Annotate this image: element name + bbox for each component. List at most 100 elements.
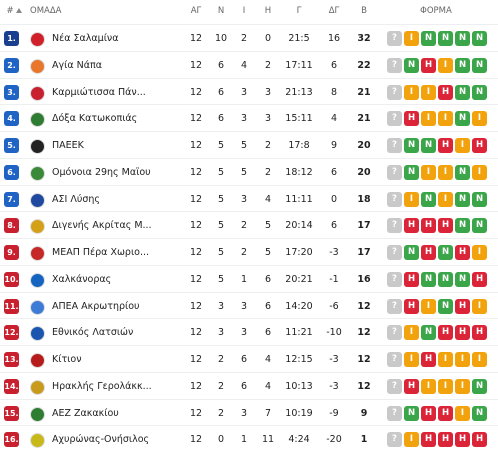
form-badge: N — [455, 218, 470, 234]
team-name[interactable]: Δόξα Κατωκοπιάς — [52, 113, 138, 125]
team-name[interactable]: Ομόνοια 29ης Μαΐου — [52, 166, 151, 178]
table-row[interactable]: 5. ΠΑΕΕΚ 12 5 5 2 17:8 9 20? N N H I H — [0, 131, 498, 158]
drawn-cell: 1 — [240, 434, 248, 446]
form-badge: ? — [387, 138, 402, 153]
goal-diff-header[interactable]: ΔΓ — [328, 6, 340, 16]
points-cell: 21 — [357, 113, 371, 125]
team-logo — [30, 272, 45, 288]
goals-cell: 17:11 — [285, 59, 313, 71]
drawn-cell: 1 — [240, 273, 248, 285]
drawn-cell: 3 — [240, 86, 248, 98]
form-badge: I — [438, 191, 453, 207]
form-badge: H — [438, 432, 453, 448]
team-name[interactable]: Αγία Νάπα — [52, 59, 102, 71]
form-badge: I — [438, 352, 453, 367]
lost-cell: 2 — [264, 140, 272, 151]
team-logo — [30, 326, 45, 342]
points-cell: 12 — [357, 380, 371, 392]
goal-diff-cell: 4 — [330, 113, 338, 125]
form-badge: I — [404, 432, 419, 448]
goal-diff-cell: -3 — [329, 354, 339, 365]
form-badge: N — [455, 271, 470, 287]
team-logo — [30, 58, 45, 74]
team-name[interactable]: Νέα Σαλαμίνα — [52, 33, 119, 44]
form-badge: H — [421, 432, 436, 448]
table-row[interactable]: 9. ΜΕΑΠ Πέρα Χωριο... 12 5 2 5 17:20 -3 17? N H N H I — [0, 238, 498, 265]
table-row[interactable]: 11. ΑΠΕΑ Ακρωτηρίου 12 3 3 6 14:20 -6 12? H I N H I — [0, 291, 498, 319]
points-cell: 16 — [357, 273, 371, 285]
team-name[interactable]: Αχυρώνας-Ονήσιλος — [52, 434, 150, 446]
form-badge: ? — [387, 218, 402, 234]
goals-cell: 17:8 — [288, 140, 310, 151]
played-header[interactable]: ΑΓ — [190, 6, 202, 16]
points-cell: 12 — [357, 327, 371, 339]
team-name[interactable]: Εθνικός Λατσιών — [52, 327, 134, 339]
table-row[interactable]: 3. Καρμιώτισσα Πάν... 12 6 3 3 21:13 8 21? I I H N N — [0, 77, 498, 105]
points-cell: 32 — [357, 33, 371, 44]
form-badge: N — [438, 245, 453, 260]
table-row[interactable]: 1. Νέα Σαλαμίνα 12 10 2 0 21:5 16 32? I N N N N — [0, 24, 498, 51]
lost-cell: 6 — [264, 273, 272, 285]
form-badge: I — [421, 84, 436, 100]
form-badge: I — [472, 111, 487, 127]
goals-header[interactable]: Γ — [296, 6, 302, 16]
form-badge: N — [421, 325, 436, 341]
table-row[interactable]: 8. Διγενής Ακρίτας Μ... 12 5 2 5 20:14 6 17? H H H N… — [0, 211, 498, 238]
table-row[interactable]: 6. Ομόνοια 29ης Μαΐου 12 5 5 2 18:12 6 20? N I I N I — [0, 157, 498, 185]
drawn-cell: 6 — [240, 354, 248, 365]
lost-header[interactable]: Η — [264, 6, 272, 16]
table-row[interactable]: 16. Αχυρώνας-Ονήσιλος 12 0 1 11 4:24 -20 1? I H H H H — [0, 425, 498, 452]
table-row[interactable]: 2. Αγία Νάπα 12 6 4 2 17:11 6 22? N H I N N — [0, 50, 498, 78]
form-badge: I — [421, 378, 436, 394]
form-badge: H — [472, 325, 487, 341]
goal-diff-cell: -1 — [329, 273, 339, 285]
table-row[interactable]: 14. Ηρακλής Γερολάκκ... 12 2 6 4 10:13 -3 12? H I I… — [0, 371, 498, 399]
played-cell: 12 — [189, 407, 203, 419]
team-name[interactable]: Ηρακλής Γερολάκκ... — [52, 380, 152, 392]
team-name[interactable]: Κίτιον — [52, 354, 82, 365]
team-name[interactable]: ΑΣΙ Λύσης — [52, 193, 100, 205]
points-cell: 9 — [360, 407, 368, 419]
goal-diff-cell: 9 — [330, 140, 338, 151]
table-row[interactable]: 15. ΑΕΖ Ζακακίου 12 2 3 7 10:19 -9 9? N H H I N — [0, 398, 498, 426]
rank-badge: 14. — [4, 378, 19, 394]
team-name[interactable]: Καρμιώτισσα Πάν... — [52, 86, 146, 98]
form-badge: N — [438, 31, 453, 46]
team-name[interactable]: ΜΕΑΠ Πέρα Χωριο... — [52, 247, 150, 258]
form-badge: I — [455, 352, 470, 367]
rank-header[interactable]: # — [6, 6, 14, 16]
team-name[interactable]: ΑΕΖ Ζακακίου — [52, 407, 119, 419]
played-cell: 12 — [189, 273, 203, 285]
team-name[interactable]: Χαλκάνορας — [52, 273, 112, 285]
table-row[interactable]: 10. Χαλκάνορας 12 5 1 6 20:21 -1 16? H N N N H — [0, 264, 498, 292]
won-cell: 5 — [217, 166, 225, 178]
goal-diff-cell: -10 — [326, 327, 342, 339]
form-badge: N — [472, 57, 487, 73]
rank-badge: 5. — [4, 138, 19, 153]
lost-cell: 7 — [264, 407, 272, 419]
form-badge: H — [455, 325, 470, 341]
rank-badge: 15. — [4, 405, 19, 421]
team-name[interactable]: ΑΠΕΑ Ακρωτηρίου — [52, 300, 140, 312]
lost-cell: 3 — [264, 113, 272, 125]
form-badge: N — [455, 164, 470, 180]
table-row[interactable]: 13. Κίτιον 12 2 6 4 12:15 -3 12? I H I I I — [0, 345, 498, 372]
form-badge: N — [404, 405, 419, 421]
goals-cell: 21:5 — [288, 33, 310, 44]
team-name[interactable]: ΠΑΕΕΚ — [52, 140, 84, 151]
team-header[interactable]: ΟΜΑΔΑ — [30, 6, 62, 16]
won-header[interactable]: Ν — [217, 6, 225, 16]
team-logo — [30, 246, 45, 261]
team-name[interactable]: Διγενής Ακρίτας Μ... — [52, 220, 152, 232]
rank-badge: 13. — [4, 352, 19, 367]
table-row[interactable]: 7. ΑΣΙ Λύσης 12 5 3 4 11:11 0 18? I N I N N — [0, 184, 498, 212]
form-badge: H — [421, 352, 436, 367]
points-header[interactable]: Β — [361, 6, 367, 16]
goal-diff-cell: -6 — [329, 300, 339, 312]
drawn-cell: 3 — [240, 407, 248, 419]
drawn-header[interactable]: Ι — [242, 6, 246, 16]
won-cell: 0 — [217, 434, 225, 446]
rank-badge: 16. — [4, 432, 19, 448]
table-row[interactable]: 4. Δόξα Κατωκοπιάς 12 6 3 3 15:11 4 21? H I I N I — [0, 104, 498, 131]
table-row[interactable]: 12. Εθνικός Λατσιών 12 3 3 6 11:21 -10 12? I N H H H — [0, 318, 498, 345]
